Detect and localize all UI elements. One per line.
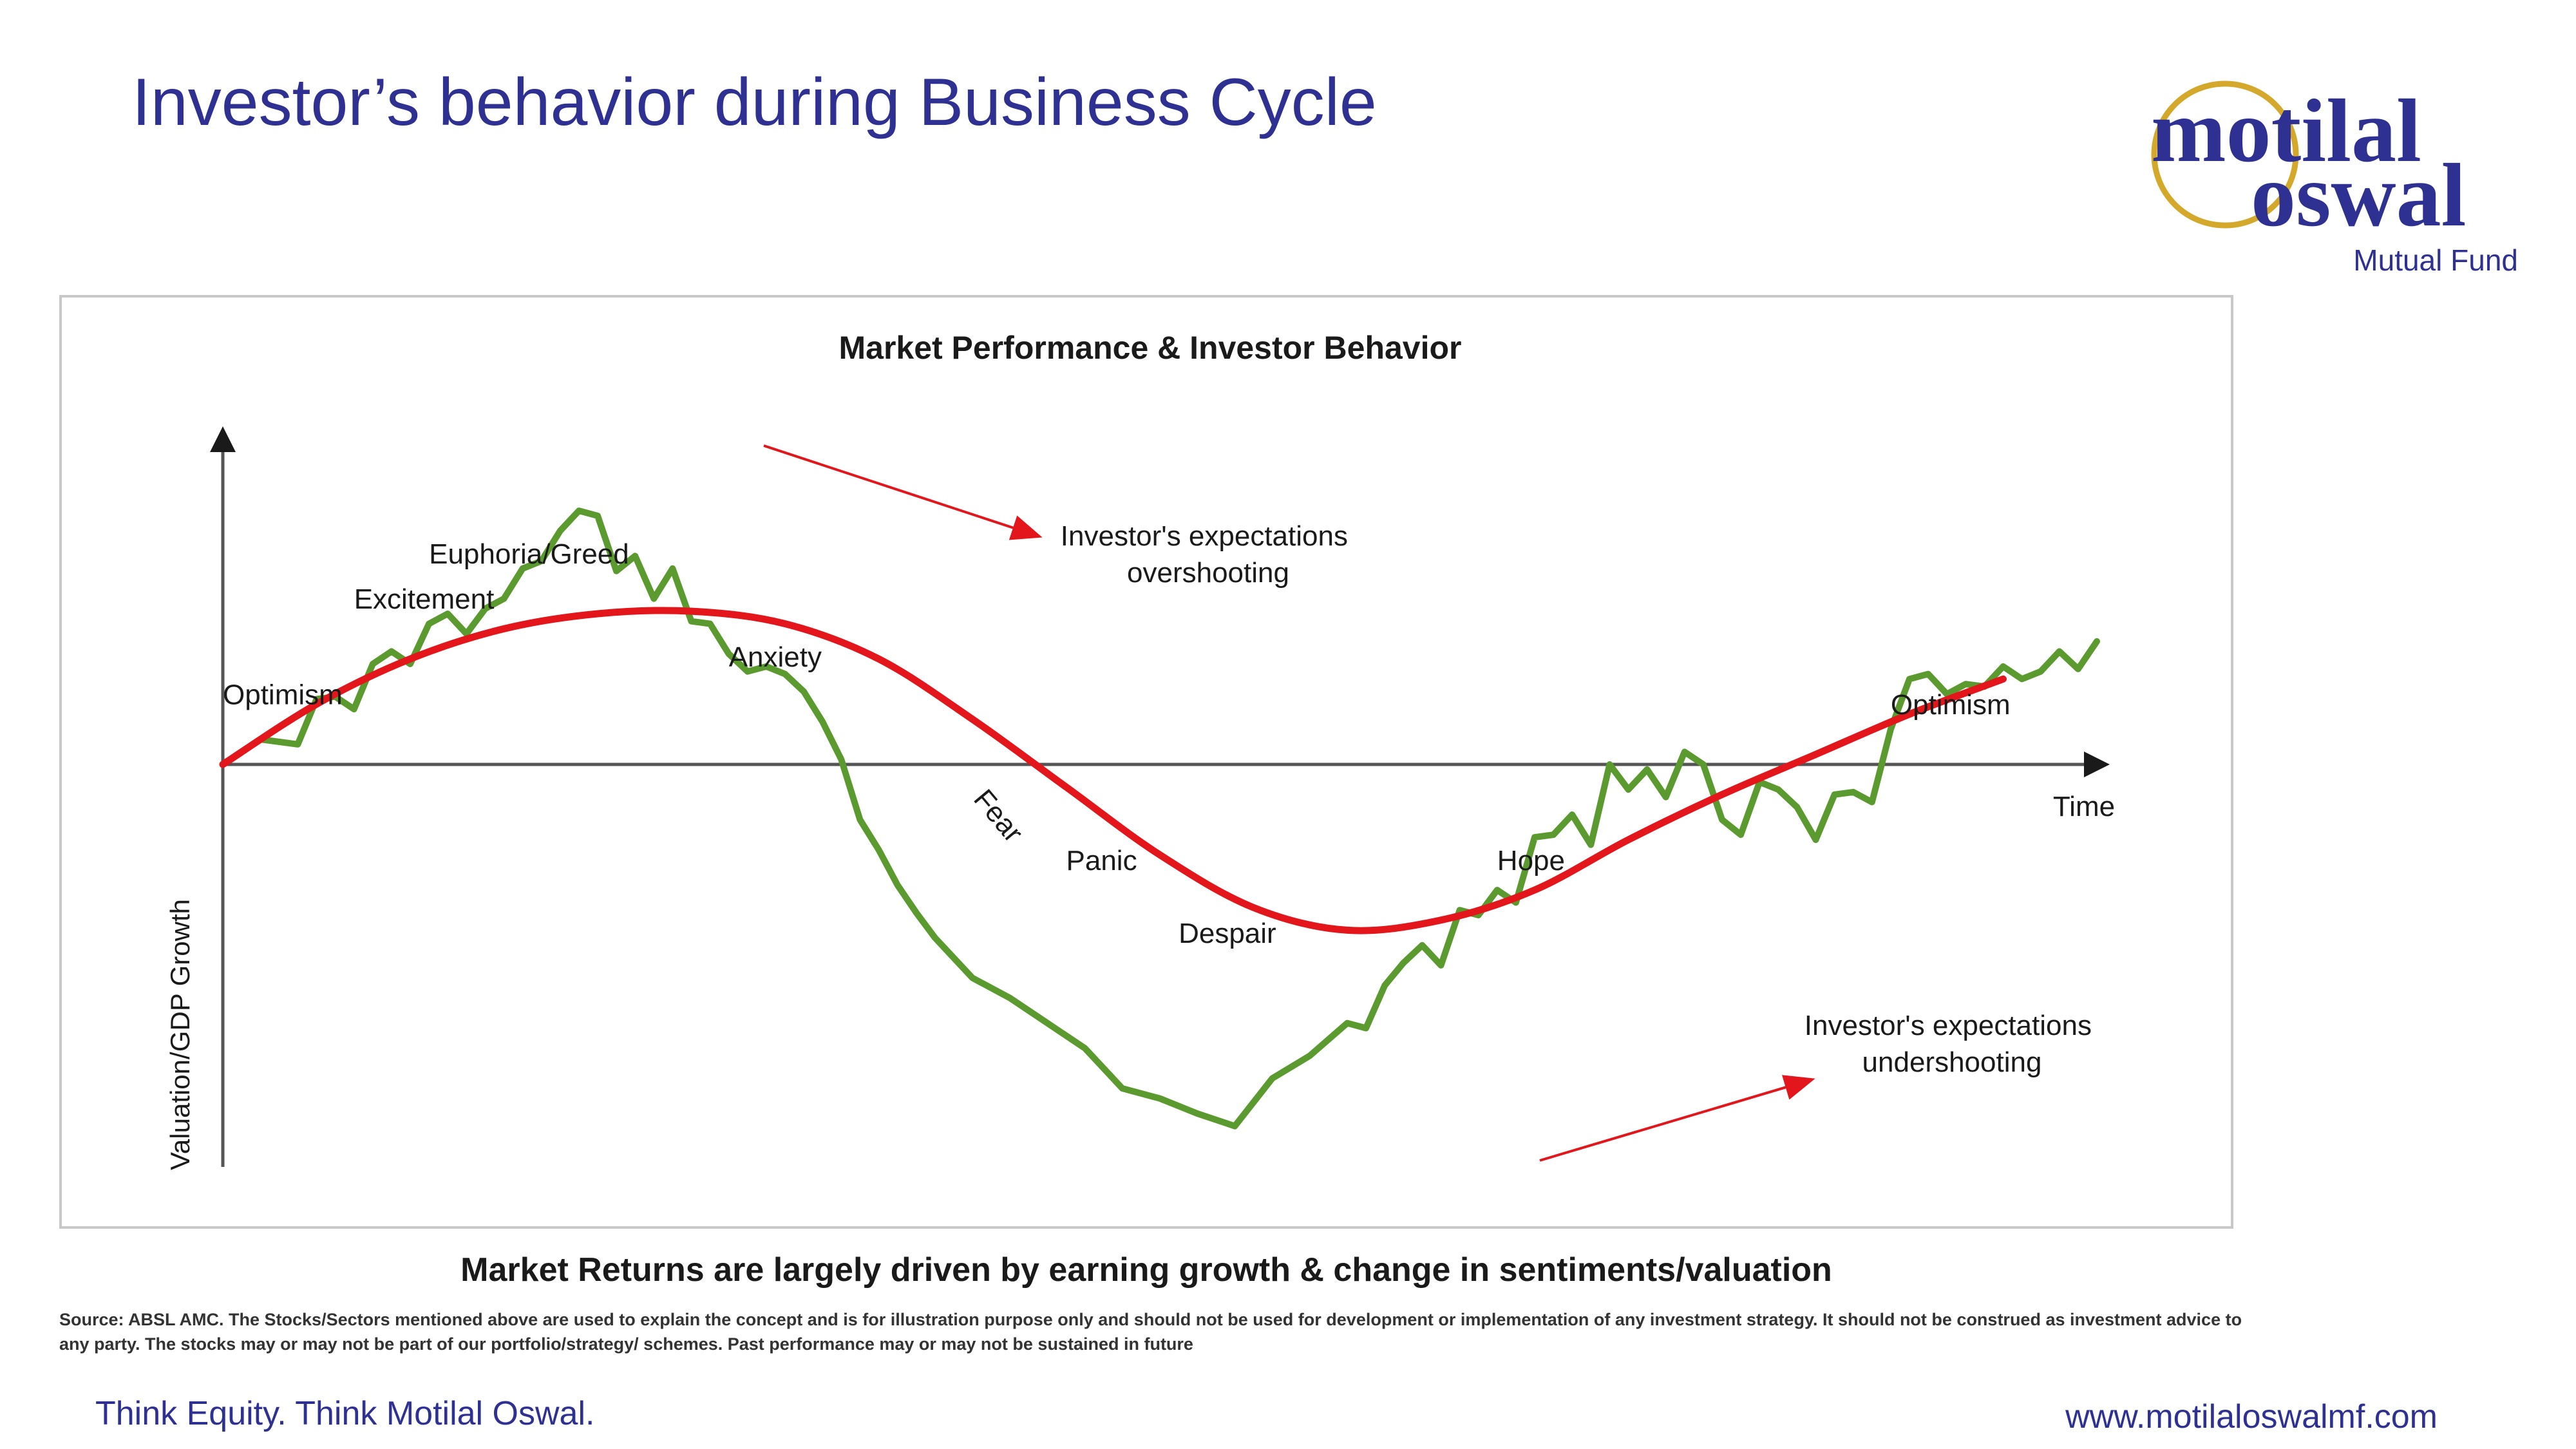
annotation-anxiety-3: Anxiety xyxy=(729,641,822,673)
chart-frame: Market Performance & Investor Behavior V… xyxy=(59,295,2233,1229)
undershooting-callout-line1: Investor's expectations xyxy=(1804,1010,2092,1041)
annotation-despair-6: Despair xyxy=(1179,918,1276,949)
logo-tagline: Mutual Fund xyxy=(2353,243,2518,277)
chart-caption: Market Returns are largely driven by ear… xyxy=(460,1251,1832,1289)
annotation-optimism-8: Optimism xyxy=(1891,689,2011,721)
y-axis-arrowhead xyxy=(210,426,236,452)
overshooting-callout: Investor's expectations overshooting xyxy=(1061,520,1356,589)
overshooting-callout-line2: overshooting xyxy=(1127,557,1289,589)
overshooting-callout-line1: Investor's expectations xyxy=(1061,520,1348,552)
undershooting-callout: Investor's expectations undershooting xyxy=(1804,1010,2099,1078)
annotation-excitement-1: Excitement xyxy=(354,583,495,615)
chart-title: Market Performance & Investor Behavior xyxy=(838,330,1461,366)
logo-line1: motilal xyxy=(2151,81,2421,181)
overshooting-arrow xyxy=(763,444,1043,540)
footer-website: www.motilaloswalmf.com xyxy=(2065,1398,2438,1435)
motilal-oswal-logo: motilal oswal Mutual Fund xyxy=(2151,80,2518,277)
logo-line2: oswal xyxy=(2251,146,2466,245)
annotation-euphoria-greed-2: Euphoria/Greed xyxy=(429,538,629,570)
source-disclaimer: Source: ABSL AMC. The Stocks/Sectors men… xyxy=(59,1310,2242,1354)
logo-gold-ring xyxy=(2151,80,2299,229)
market-performance-line xyxy=(220,507,2100,1130)
undershooting-callout-line2: undershooting xyxy=(1862,1046,2042,1078)
y-axis-label: Valuation/GDP Growth xyxy=(165,899,195,1170)
business-cycle-chart: Market Performance & Investor Behavior V… xyxy=(165,330,2115,1170)
x-axis-label: Time xyxy=(2053,791,2115,822)
undershooting-arrow xyxy=(1539,1075,1815,1162)
x-axis-arrowhead xyxy=(2084,752,2110,777)
business-cycle-line xyxy=(219,607,2007,934)
annotation-panic-5: Panic xyxy=(1066,845,1137,876)
footer-tagline: Think Equity. Think Motilal Oswal. xyxy=(95,1395,595,1432)
annotation-hope-7: Hope xyxy=(1497,845,1565,876)
slide-title: Investor’s behavior during Business Cycl… xyxy=(132,65,1377,140)
annotation-fear-4: Fear xyxy=(967,784,1029,849)
annotation-optimism-0: Optimism xyxy=(223,679,343,710)
